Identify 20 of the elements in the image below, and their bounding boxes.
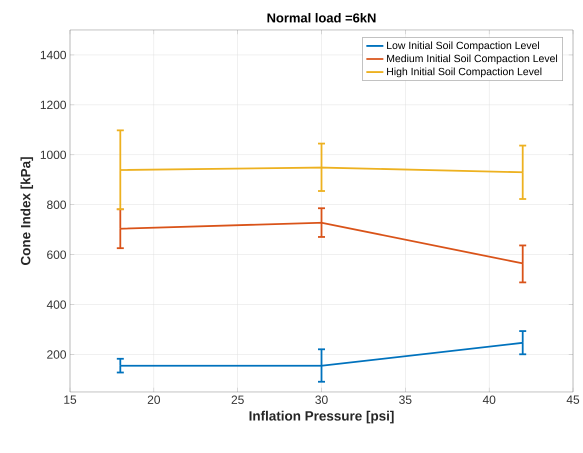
- y-tick-label: 1000: [40, 150, 66, 160]
- x-tick-label: 15: [64, 396, 76, 404]
- chart-title: Normal load =6kN: [267, 12, 376, 22]
- x-tick-label: 20: [148, 396, 160, 404]
- legend-label: Low Initial Soil Compaction Level: [387, 41, 540, 52]
- y-tick-label: 600: [47, 250, 66, 259]
- y-tick-label: 800: [47, 200, 66, 209]
- x-tick-label: 35: [399, 396, 412, 404]
- y-tick-label: 1400: [40, 50, 66, 60]
- y-tick-label: 400: [46, 300, 66, 309]
- legend-label: Medium Initial Soil Compaction Level: [387, 54, 558, 64]
- y-axis-title: Cone Index [kPa]: [20, 157, 34, 265]
- y-tick-label: 1200: [40, 100, 66, 110]
- x-tick-label: 40: [482, 396, 496, 404]
- x-tick-label: 25: [232, 396, 244, 404]
- x-axis-title: Inflation Pressure [psi]: [250, 410, 394, 424]
- x-tick-label: 30: [315, 396, 328, 404]
- legend-label: High Initial Soil Compaction Level: [387, 68, 542, 78]
- y-tick-label: 200: [47, 350, 66, 359]
- x-tick-label: 45: [566, 396, 580, 404]
